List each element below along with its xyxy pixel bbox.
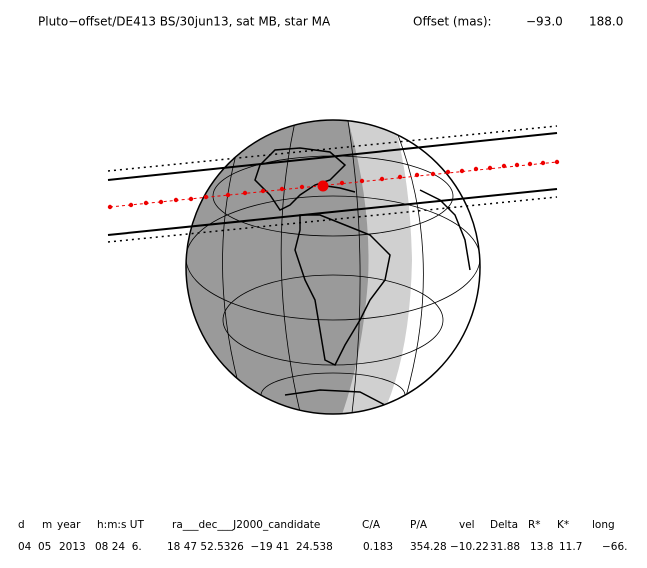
column-header: ra___dec___J2000_candidate <box>172 519 320 531</box>
offset-label: Offset (mas): <box>413 15 492 29</box>
offset-x: −93.0 <box>526 15 563 29</box>
table-cell: 05 <box>38 541 51 553</box>
title: Pluto−offset/DE413 BS/30jun13, sat MB, s… <box>38 15 331 29</box>
table-cell: 13.8 <box>530 541 553 553</box>
table-cell: 18 47 52.5326 −19 41 24.538 <box>167 541 333 553</box>
column-header: d <box>18 519 25 531</box>
table-cell: 0.183 <box>363 541 393 553</box>
column-header: K* <box>557 519 569 531</box>
table-cell: 2013 <box>59 541 86 553</box>
table-cell: −10.22 <box>450 541 489 553</box>
column-header: P/A <box>410 519 428 531</box>
results-table: d m year h:m:s UT ra___dec___J2000_candi… <box>18 519 628 553</box>
column-header: vel <box>459 519 475 531</box>
shadow-path <box>107 125 560 243</box>
column-header: long <box>592 519 615 531</box>
column-header: Delta <box>490 519 518 531</box>
table-cell: 11.7 <box>559 541 582 553</box>
table-cell: 04 <box>18 541 32 553</box>
table-cell: 31.88 <box>490 541 520 553</box>
table-cell: 354.28 <box>410 541 447 553</box>
column-header: m <box>42 519 52 531</box>
offset-y: 188.0 <box>589 15 623 29</box>
column-header: h:m:s UT <box>97 519 144 531</box>
table-cell: −66. <box>602 541 628 553</box>
column-header: year <box>57 519 81 531</box>
column-header: R* <box>528 519 541 531</box>
table-cell: 08 24 6. <box>95 541 142 553</box>
column-header: C/A <box>362 519 381 531</box>
